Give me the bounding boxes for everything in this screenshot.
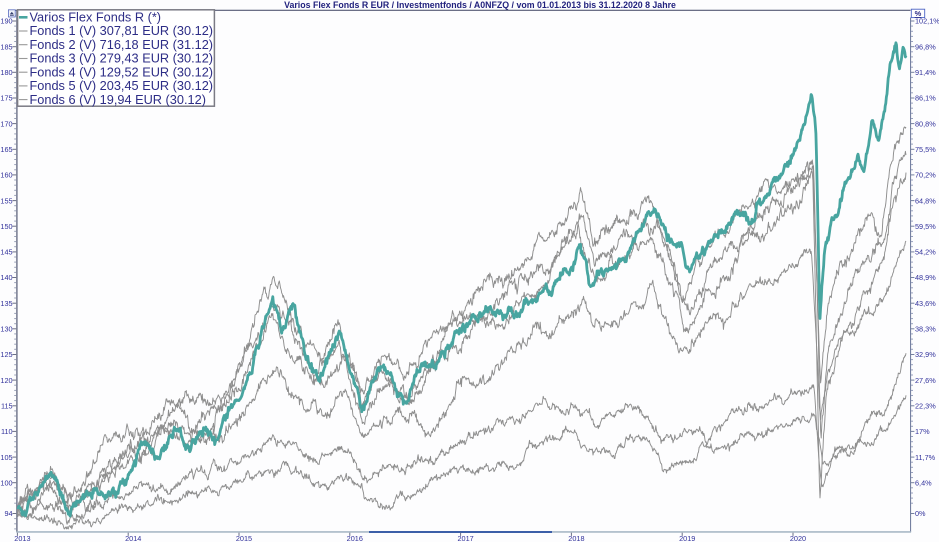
svg-text:94: 94 bbox=[4, 509, 12, 518]
svg-text:170: 170 bbox=[0, 119, 12, 128]
svg-text:105: 105 bbox=[0, 453, 12, 462]
svg-text:Fonds 1 (V) 307,81 EUR (30.12): Fonds 1 (V) 307,81 EUR (30.12) bbox=[30, 23, 214, 38]
svg-text:120: 120 bbox=[0, 376, 12, 385]
svg-text:59,5%: 59,5% bbox=[915, 222, 936, 231]
svg-text:17%: 17% bbox=[915, 427, 930, 436]
svg-text:64,8%: 64,8% bbox=[915, 196, 936, 205]
svg-text:150: 150 bbox=[0, 222, 12, 231]
svg-text:22,3%: 22,3% bbox=[915, 402, 936, 411]
svg-text:175: 175 bbox=[0, 94, 12, 103]
svg-text:%: % bbox=[915, 9, 922, 18]
svg-text:80,8%: 80,8% bbox=[915, 119, 936, 128]
svg-text:125: 125 bbox=[0, 350, 12, 359]
svg-text:11,7%: 11,7% bbox=[915, 453, 936, 462]
svg-text:100: 100 bbox=[0, 478, 12, 487]
svg-text:2014: 2014 bbox=[125, 534, 141, 542]
svg-text:102,1%: 102,1% bbox=[915, 17, 939, 26]
svg-text:165: 165 bbox=[0, 145, 12, 154]
svg-text:2015: 2015 bbox=[236, 534, 252, 542]
svg-text:91,4%: 91,4% bbox=[915, 68, 936, 77]
svg-text:Varios Flex Fonds R EUR / Inve: Varios Flex Fonds R EUR / Investmentfond… bbox=[284, 0, 676, 10]
svg-text:190: 190 bbox=[0, 17, 12, 26]
svg-text:43,6%: 43,6% bbox=[915, 299, 936, 308]
svg-text:130: 130 bbox=[0, 325, 12, 334]
svg-text:27,6%: 27,6% bbox=[915, 376, 936, 385]
svg-text:54,2%: 54,2% bbox=[915, 248, 936, 257]
svg-text:Fonds 3 (V) 279,43 EUR (30.12): Fonds 3 (V) 279,43 EUR (30.12) bbox=[30, 51, 214, 66]
svg-text:155: 155 bbox=[0, 196, 12, 205]
svg-text:48,9%: 48,9% bbox=[915, 273, 936, 282]
svg-text:135: 135 bbox=[0, 299, 12, 308]
svg-text:Fonds 4 (V) 129,52 EUR (30.12): Fonds 4 (V) 129,52 EUR (30.12) bbox=[30, 64, 214, 79]
svg-text:2016: 2016 bbox=[347, 534, 363, 542]
svg-text:145: 145 bbox=[0, 248, 12, 257]
svg-text:180: 180 bbox=[0, 68, 12, 77]
svg-text:96,8%: 96,8% bbox=[915, 42, 936, 51]
svg-text:32,9%: 32,9% bbox=[915, 350, 936, 359]
svg-text:70,2%: 70,2% bbox=[915, 171, 936, 180]
svg-text:6,4%: 6,4% bbox=[915, 478, 932, 487]
svg-text:86,1%: 86,1% bbox=[915, 94, 936, 103]
svg-text:Fonds 2 (V) 716,18 EUR (31.12): Fonds 2 (V) 716,18 EUR (31.12) bbox=[30, 37, 214, 52]
svg-text:110: 110 bbox=[1, 427, 13, 436]
svg-text:2013: 2013 bbox=[14, 534, 30, 542]
svg-text:140: 140 bbox=[0, 273, 12, 282]
svg-text:2020: 2020 bbox=[790, 534, 806, 542]
svg-text:38,3%: 38,3% bbox=[915, 325, 936, 334]
svg-text:185: 185 bbox=[0, 42, 12, 51]
svg-text:Fonds 5 (V) 203,45 EUR (30.12): Fonds 5 (V) 203,45 EUR (30.12) bbox=[30, 78, 214, 93]
svg-text:115: 115 bbox=[1, 402, 13, 411]
svg-text:2017: 2017 bbox=[457, 534, 473, 542]
svg-text:Varios Flex Fonds R (*): Varios Flex Fonds R (*) bbox=[30, 10, 162, 25]
svg-text:Fonds 6 (V) 19,94 EUR (30.12): Fonds 6 (V) 19,94 EUR (30.12) bbox=[30, 92, 206, 107]
svg-text:75,5%: 75,5% bbox=[915, 145, 936, 154]
svg-text:2018: 2018 bbox=[568, 534, 584, 542]
svg-text:160: 160 bbox=[0, 171, 12, 180]
svg-text:0%: 0% bbox=[915, 509, 926, 518]
svg-text:2019: 2019 bbox=[679, 534, 695, 542]
